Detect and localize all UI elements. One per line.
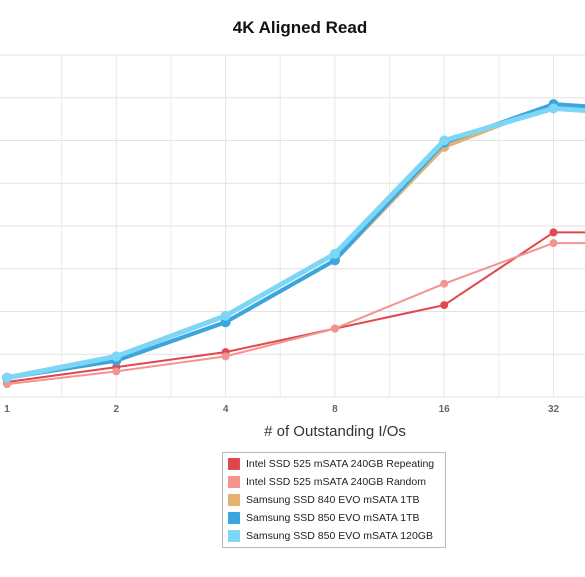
legend-label: Samsung SSD 850 EVO mSATA 120GB bbox=[246, 530, 433, 542]
legend-swatch bbox=[228, 530, 240, 542]
legend-label: Samsung SSD 840 EVO mSATA 1TB bbox=[246, 494, 420, 506]
legend-label: Samsung SSD 850 EVO mSATA 1TB bbox=[246, 512, 420, 524]
x-tick-label: 4 bbox=[223, 404, 229, 415]
x-tick-label: 2 bbox=[114, 404, 120, 415]
data-point bbox=[329, 248, 340, 259]
x-axis-label: # of Outstanding I/Os bbox=[264, 423, 406, 440]
legend-label: Intel SSD 525 mSATA 240GB Repeating bbox=[246, 458, 435, 470]
data-point bbox=[548, 103, 559, 114]
legend-item[interactable]: Intel SSD 525 mSATA 240GB Random bbox=[223, 473, 445, 491]
legend-swatch bbox=[228, 458, 240, 470]
legend-swatch bbox=[228, 476, 240, 488]
x-tick-label: 1 bbox=[4, 404, 10, 415]
data-point bbox=[2, 372, 12, 383]
legend-item[interactable]: Samsung SSD 840 EVO mSATA 1TB bbox=[223, 491, 445, 509]
x-tick-label: 16 bbox=[439, 404, 451, 415]
data-point bbox=[330, 324, 339, 333]
series-line-extension bbox=[553, 102, 585, 109]
data-point bbox=[220, 310, 231, 321]
data-point bbox=[111, 351, 122, 362]
plot-area: 1 2 4 8 16 32 bbox=[0, 54, 585, 415]
data-point bbox=[439, 135, 450, 146]
data-point bbox=[440, 301, 449, 310]
legend-item[interactable]: Samsung SSD 850 EVO mSATA 1TB bbox=[223, 509, 445, 527]
data-point bbox=[221, 352, 230, 361]
legend-item[interactable]: Samsung SSD 850 EVO mSATA 120GB bbox=[223, 527, 445, 545]
data-point bbox=[440, 279, 449, 288]
chart-title: 4K Aligned Read bbox=[232, 18, 368, 37]
legend-label: Intel SSD 525 mSATA 240GB Random bbox=[246, 476, 426, 488]
x-tick-label: 8 bbox=[332, 404, 338, 415]
data-point bbox=[112, 367, 121, 376]
series-line bbox=[6, 242, 555, 386]
legend-item[interactable]: Intel SSD 525 mSATA 240GB Repeating bbox=[223, 455, 445, 473]
series-line bbox=[4, 105, 556, 381]
legend-swatch bbox=[228, 512, 240, 524]
series-line-extension bbox=[553, 105, 585, 113]
series-line bbox=[6, 231, 555, 384]
legend-swatch bbox=[228, 494, 240, 506]
data-point bbox=[549, 239, 558, 248]
legend: Intel SSD 525 mSATA 240GB Repeating Inte… bbox=[222, 452, 446, 548]
data-point bbox=[549, 228, 558, 237]
x-tick-label: 32 bbox=[548, 404, 560, 415]
